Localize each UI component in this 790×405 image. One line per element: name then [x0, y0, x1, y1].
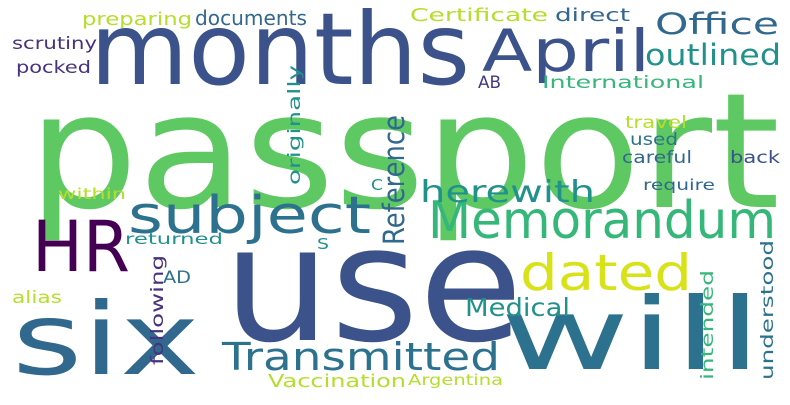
word-within: within [58, 185, 127, 203]
word-ad: AD [163, 268, 192, 288]
word-dated: dated [520, 244, 693, 302]
word-use: use [223, 191, 523, 378]
word-back: back [730, 148, 781, 168]
word-transmitted: Transmitted [222, 335, 501, 379]
word-c: C [371, 176, 384, 194]
word-intended: intended [698, 270, 718, 380]
word-preparing: preparing [82, 9, 193, 30]
word-medical: Medical [465, 293, 571, 322]
word-travel: travel [625, 113, 688, 133]
word-returned: returned [125, 230, 224, 248]
word-six: six [12, 281, 200, 398]
word-will: will [500, 276, 763, 393]
word-certificate: Certificate [410, 5, 549, 26]
word-scrutiny: scrutiny [12, 34, 98, 54]
word-international: International [542, 73, 705, 93]
word-ab: AB [478, 73, 502, 93]
word-months: months [90, 0, 471, 108]
word-vaccination: Vaccination [268, 371, 407, 392]
word-reference: Reference [377, 114, 411, 246]
word-originally: originally [285, 64, 305, 185]
word-outlined: outlined [645, 38, 782, 72]
word-used: used [630, 130, 679, 150]
word-require: require [643, 176, 716, 194]
word-april: April [482, 17, 651, 85]
word-office: Office [655, 7, 780, 41]
word-pocked: pocked [16, 58, 92, 78]
word-passport: passport [28, 58, 781, 245]
word-careful: careful [622, 148, 693, 168]
word-documents: documents [195, 6, 307, 30]
word-subject: subject [128, 186, 372, 246]
word-argentina: Argentina [408, 371, 504, 389]
word-direct: direct [555, 5, 631, 26]
word-understood: understood [758, 239, 778, 380]
word-alias: alias [12, 288, 63, 308]
word-s: S [317, 235, 330, 253]
word-hr: HR [32, 206, 131, 288]
word-memorandum: Memorandum [428, 191, 777, 251]
word-herewith: herewith [420, 175, 595, 210]
